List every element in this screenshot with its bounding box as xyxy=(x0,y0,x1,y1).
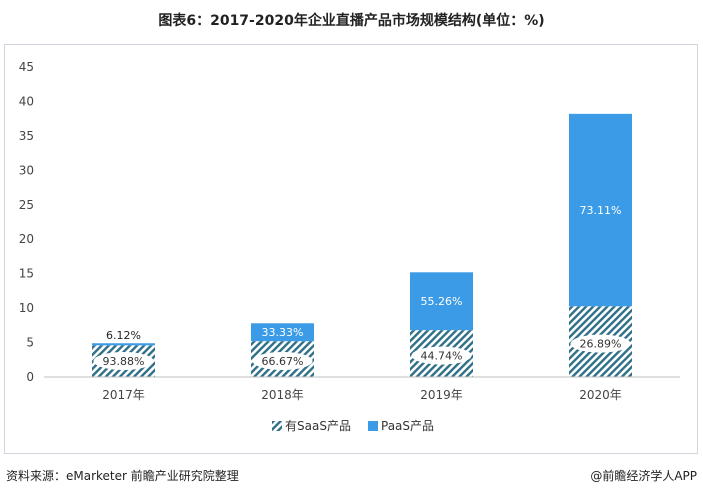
y-tick-label: 10 xyxy=(19,301,34,315)
chart-title: 图表6：2017-2020年企业直播产品市场规模结构(单位：%) xyxy=(158,13,545,29)
x-tick-label: 2019年 xyxy=(420,388,463,402)
bar-saas-label: 26.89% xyxy=(580,338,622,351)
legend-label-saas: 有SaaS产品 xyxy=(285,419,351,433)
y-tick-label: 15 xyxy=(19,267,34,281)
bar-saas-label: 93.88% xyxy=(103,355,145,368)
y-tick-label: 20 xyxy=(19,232,34,246)
bar-paas-label: 33.33% xyxy=(262,326,304,339)
bar-paas xyxy=(569,113,632,307)
x-tick-label: 2017年 xyxy=(102,388,145,402)
bar-saas-label-bg xyxy=(93,352,154,370)
source-note: 资料来源：eMarketer 前瞻产业研究院整理 xyxy=(6,469,239,483)
legend-swatch-paas xyxy=(368,421,378,431)
legend-swatch-saas xyxy=(272,421,282,431)
bar-saas-label-bg xyxy=(411,346,472,365)
bar-saas-label: 66.67% xyxy=(262,355,304,368)
x-tick-label: 2018年 xyxy=(261,388,304,402)
bar-paas xyxy=(251,323,314,342)
bar-paas xyxy=(92,343,155,346)
chart-frame xyxy=(4,44,698,454)
bar-paas xyxy=(410,272,473,331)
bar-chart: 0 5 10 15 20 25 30 35 40 45 93.88% 6.12% 66.67% 33.3… xyxy=(19,60,680,433)
y-tick-label: 45 xyxy=(19,60,34,74)
bar-saas-label-bg xyxy=(252,352,313,370)
bar-paas-label: 6.12% xyxy=(106,329,141,342)
y-tick-label: 40 xyxy=(19,94,34,108)
brand-label: @前瞻经济学人APP xyxy=(590,469,697,483)
legend-label-paas: PaaS产品 xyxy=(381,419,434,433)
bar-saas-label-bg xyxy=(570,334,631,353)
y-tick-label: 0 xyxy=(26,370,34,384)
x-tick-label: 2020年 xyxy=(579,388,622,402)
y-tick-label: 35 xyxy=(19,129,34,143)
y-tick-label: 5 xyxy=(26,336,34,350)
bar-paas-label: 55.26% xyxy=(421,295,463,308)
bar-paas-label: 73.11% xyxy=(580,204,622,217)
bar-saas-label: 44.74% xyxy=(421,350,463,363)
y-tick-label: 25 xyxy=(19,198,34,212)
y-tick-label: 30 xyxy=(19,163,34,177)
